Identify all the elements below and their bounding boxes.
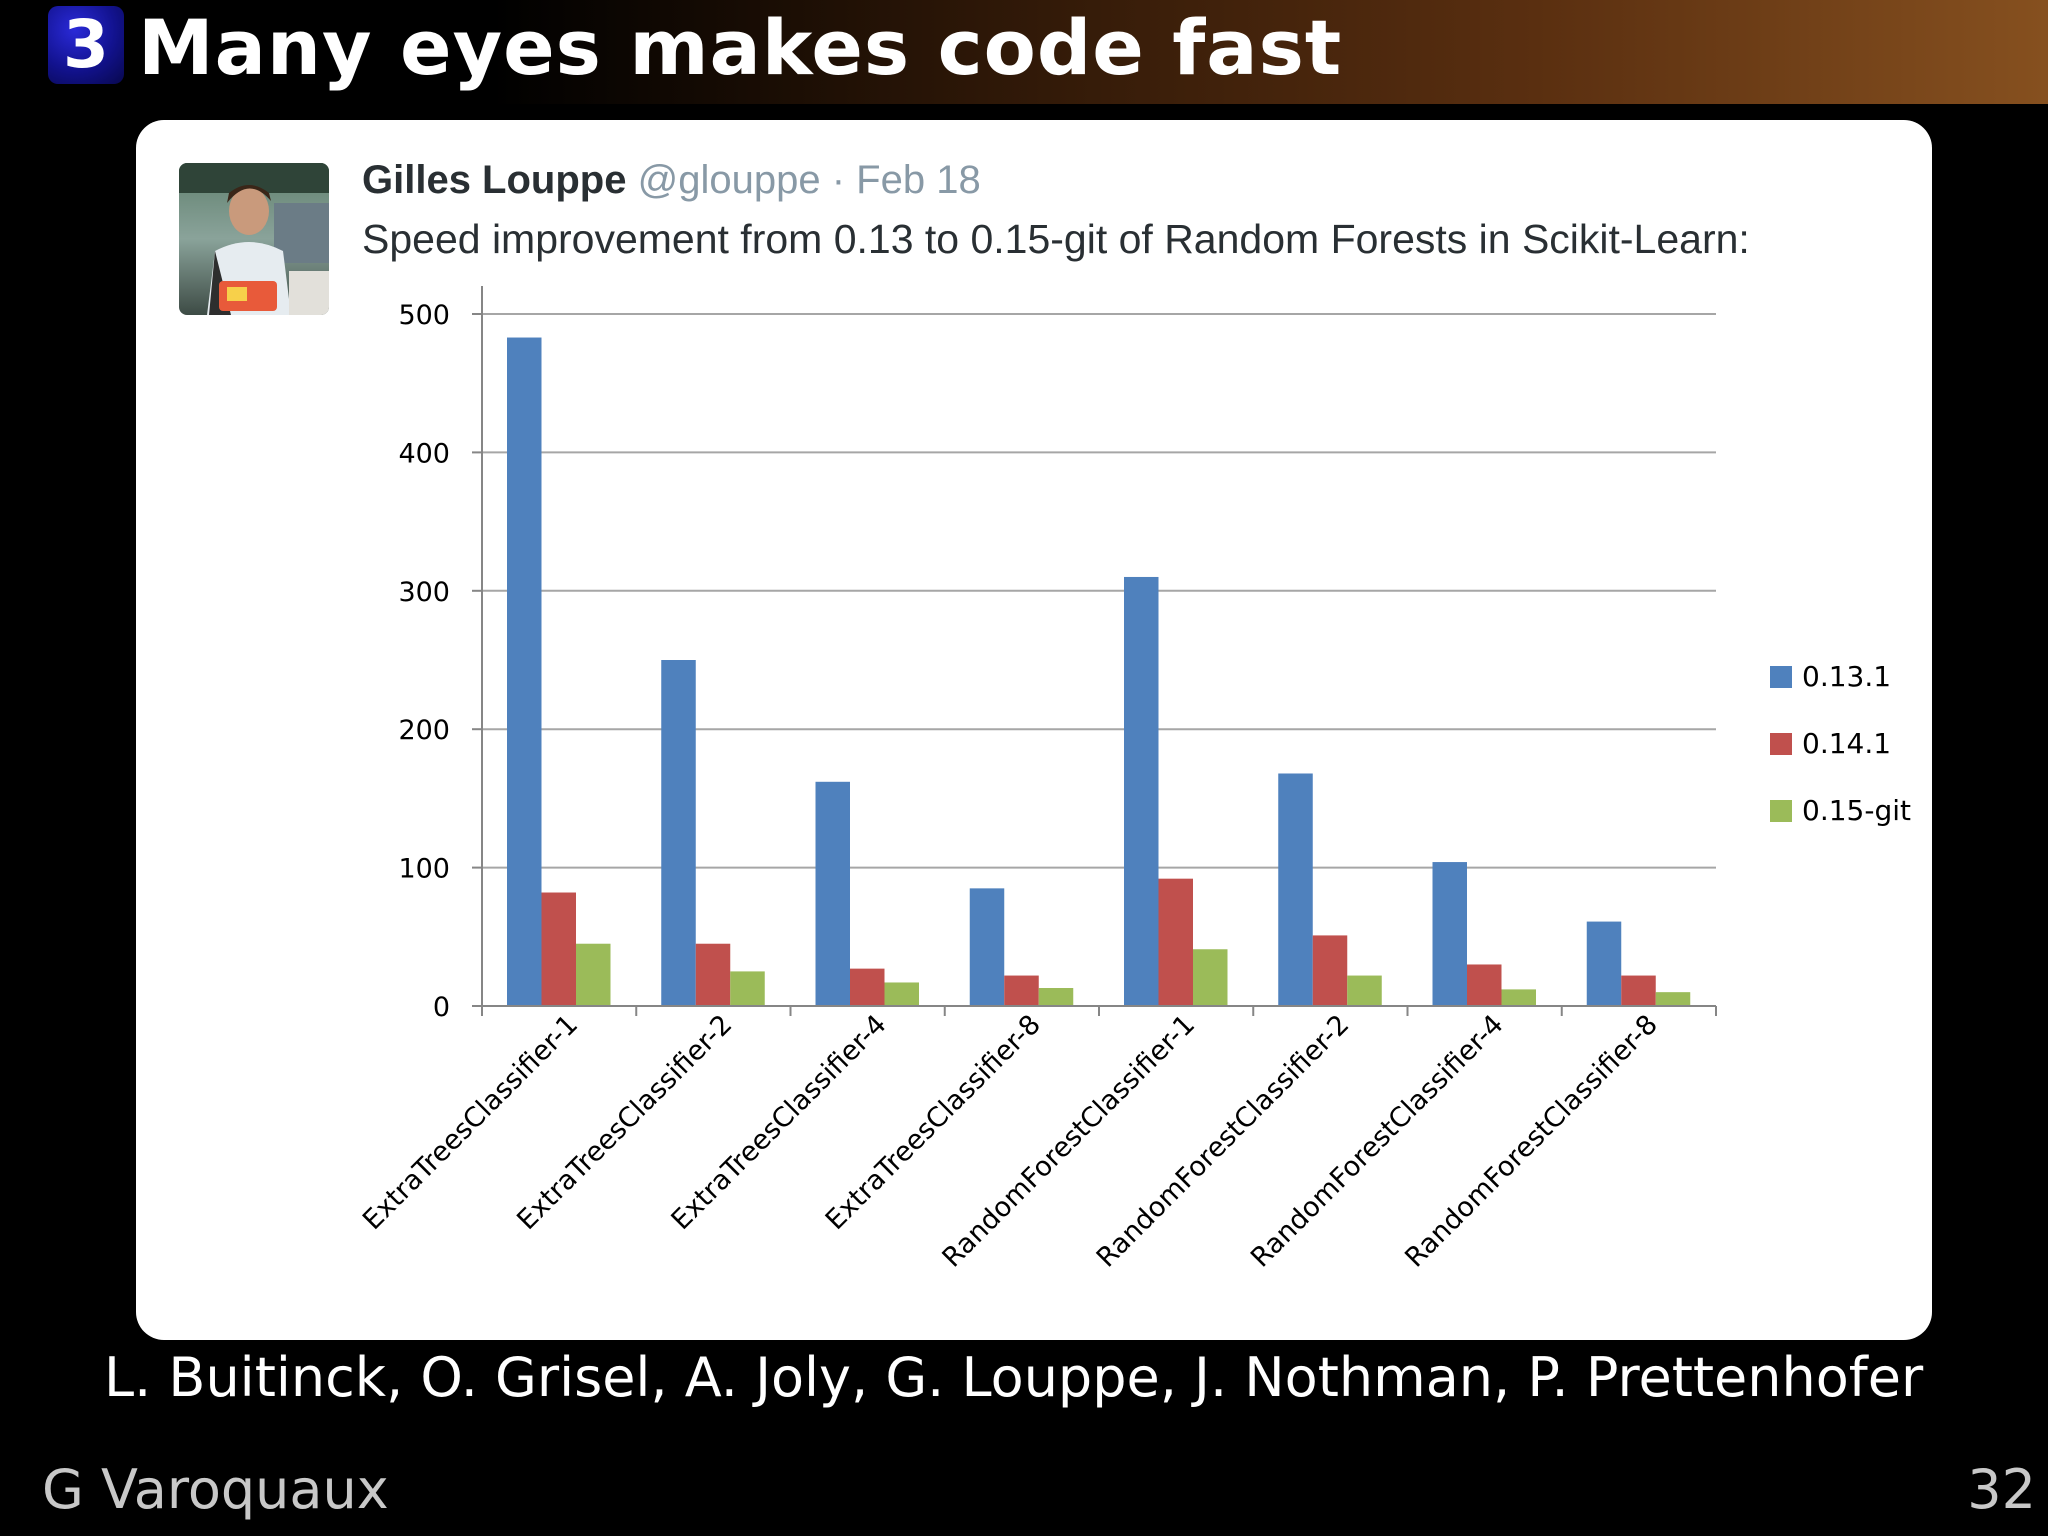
chart-legend: 0.13.1 0.14.1 0.15-git <box>1770 660 1911 827</box>
tweet-header: Gilles Louppe @glouppe · Feb 18 <box>362 158 981 203</box>
bar-0.14.1-4 <box>1004 975 1039 1006</box>
bar-0.13.1-5 <box>1124 576 1159 1006</box>
bar-0.14.1-2 <box>695 943 731 1006</box>
bar-0.13.1-1 <box>507 337 542 1006</box>
chart-gridlines <box>482 313 1716 869</box>
bar-0.13.1-3 <box>815 781 850 1006</box>
x-category-label: RandomForestClassifier-8 <box>1399 1009 1664 1274</box>
y-tick-label: 0 <box>433 992 450 1023</box>
chart-category-labels: ExtraTreesClassifier-1ExtraTreesClassifi… <box>357 1009 1664 1274</box>
chart-axes <box>472 286 1717 1016</box>
bar-0.13.1-8 <box>1586 921 1622 1006</box>
y-tick-label: 200 <box>398 715 450 746</box>
bar-0.15-git-4 <box>1038 988 1074 1006</box>
section-number-badge: 3 <box>48 6 124 84</box>
bar-0.13.1-2 <box>661 660 696 1006</box>
tweet-separator: · <box>831 158 846 202</box>
bar-0.14.1-5 <box>1158 878 1193 1006</box>
y-tick-label: 100 <box>398 854 450 885</box>
bar-0.14.1-1 <box>541 892 576 1006</box>
avatar[interactable] <box>179 163 329 315</box>
bar-0.15-git-5 <box>1193 949 1228 1006</box>
bar-0.15-git-6 <box>1347 975 1382 1006</box>
authors-line: L. Buitinck, O. Grisel, A. Joly, G. Loup… <box>104 1346 1924 1409</box>
legend-swatch <box>1770 800 1792 822</box>
bar-0.14.1-8 <box>1621 975 1656 1006</box>
legend-label: 0.13.1 <box>1802 660 1891 693</box>
y-tick-label: 400 <box>398 438 450 469</box>
page-number: 32 <box>1967 1458 2036 1521</box>
bar-0.14.1-6 <box>1312 935 1348 1006</box>
y-tick-label: 500 <box>398 300 450 331</box>
footer-author: G Varoquaux <box>42 1458 389 1521</box>
bar-chart: 0 100 200 300 400 500 ExtraTreesClassifier-1E… <box>357 286 1911 1274</box>
chart-tick-labels: 0 100 200 300 400 500 <box>398 300 450 1023</box>
bar-0.14.1-3 <box>850 968 885 1006</box>
x-category-label: RandomForestClassifier-1 <box>937 1009 1202 1274</box>
slide-title: Many eyes makes code fast <box>138 3 1343 92</box>
bar-0.15-git-2 <box>730 971 765 1006</box>
author-name[interactable]: Gilles Louppe <box>362 158 627 202</box>
x-category-label: RandomForestClassifier-2 <box>1091 1009 1356 1274</box>
tweet-card: Gilles Louppe @glouppe · Feb 18 Speed im… <box>136 120 1932 1340</box>
x-category-label: RandomForestClassifier-4 <box>1245 1009 1510 1274</box>
legend-label: 0.14.1 <box>1802 727 1891 760</box>
tweet-date[interactable]: Feb 18 <box>856 158 981 202</box>
legend-swatch <box>1770 733 1792 755</box>
bar-0.13.1-6 <box>1278 773 1313 1006</box>
y-tick-label: 300 <box>398 577 450 608</box>
avatar-image <box>179 163 329 315</box>
tweet-text: Speed improvement from 0.13 to 0.15-git … <box>362 216 1750 262</box>
bar-0.15-git-1 <box>576 943 611 1006</box>
chart-bars <box>507 337 1691 1006</box>
bar-0.14.1-7 <box>1467 964 1502 1006</box>
bar-0.15-git-8 <box>1655 992 1691 1006</box>
legend-label: 0.15-git <box>1802 794 1911 827</box>
bar-0.15-git-7 <box>1501 989 1536 1006</box>
author-handle[interactable]: @glouppe <box>637 158 821 202</box>
bar-0.13.1-4 <box>969 888 1005 1006</box>
title-bar: 3 Many eyes makes code fast <box>0 0 2048 104</box>
legend-swatch <box>1770 666 1792 688</box>
bar-0.15-git-3 <box>884 982 919 1006</box>
bar-0.13.1-7 <box>1432 862 1467 1006</box>
